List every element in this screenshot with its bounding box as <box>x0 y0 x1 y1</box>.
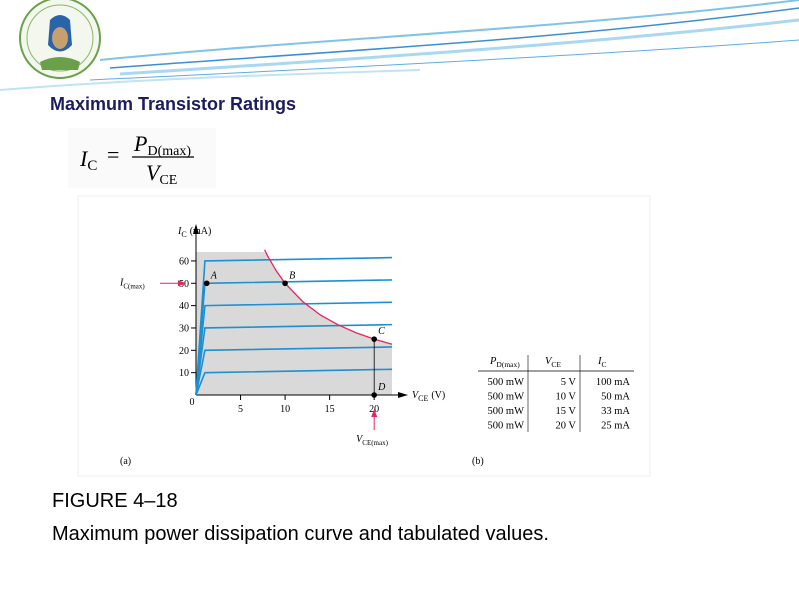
table-cell: 500 mW <box>488 392 525 403</box>
x-axis-label-main: V <box>412 390 420 401</box>
safe-area <box>196 252 392 395</box>
formula: IC = PD(max) VCE <box>79 131 194 188</box>
y-tick-label: 10 <box>179 368 189 379</box>
y-tick-label: 40 <box>179 301 189 312</box>
table-cell: 5 V <box>561 377 577 388</box>
table-header-main: I <box>597 356 602 367</box>
vce-max-arrowhead <box>371 409 378 417</box>
table-cell: 15 V <box>555 406 576 417</box>
formula-box <box>68 128 216 188</box>
operating-point <box>203 280 210 287</box>
y-axis-arrow <box>193 224 199 234</box>
y-axis-label-sub: C <box>181 230 186 239</box>
table-cell: 50 mA <box>601 392 630 403</box>
formula-lhs-main: I <box>79 146 89 171</box>
x-axis-label-unit: (V) <box>431 390 445 401</box>
x-axis-label: VCE (V) <box>412 390 445 403</box>
power-curve <box>264 249 393 345</box>
x-tick-label: 10 <box>280 404 290 415</box>
formula-lhs-sub: C <box>87 158 97 174</box>
x-tick-label: 15 <box>325 404 335 415</box>
table-cell: 500 mW <box>488 421 525 432</box>
formula-den-sub: CE <box>159 173 177 188</box>
ic-max-label-main: I <box>119 277 124 288</box>
collector-curve <box>195 368 393 396</box>
ic-max-label: IC(max) <box>119 277 145 290</box>
panel-label: (a) <box>120 456 131 467</box>
formula-equals: = <box>107 142 119 167</box>
point-label: B <box>289 270 295 281</box>
y-axis-label-unit: (mA) <box>190 226 212 237</box>
table-header-sub: C <box>602 360 607 369</box>
x-axis-label-sub: CE <box>418 394 428 403</box>
y-axis-label: IC (mA) <box>177 226 211 239</box>
table-header-main: V <box>545 356 553 367</box>
table-cell: 500 mW <box>488 406 525 417</box>
collector-curve <box>195 256 393 396</box>
logo <box>19 0 101 79</box>
operating-point <box>371 392 377 398</box>
vce-max-label: VCE(max) <box>356 434 388 447</box>
table-header-sub: CE <box>551 360 561 369</box>
formula-den-main: V <box>146 160 162 185</box>
caption-line: FIGURE 4–18 <box>52 490 178 512</box>
y-tick-label: 50 <box>179 279 189 290</box>
formula-lhs: IC <box>79 146 97 174</box>
table-cell: 100 mA <box>596 377 631 388</box>
table-header: PD(max) <box>489 356 520 369</box>
ic-max-label-sub: C(max) <box>123 282 145 290</box>
formula-den: VCE <box>146 160 177 188</box>
operating-point <box>282 280 288 287</box>
x-tick-label: 5 <box>238 404 243 415</box>
table-cell: 20 V <box>555 421 576 432</box>
table-header-main: P <box>489 356 497 367</box>
point-label: A <box>210 270 218 281</box>
y-tick-label: 20 <box>179 346 189 357</box>
formula-num-main: P <box>133 131 147 156</box>
point-label: C <box>378 326 385 337</box>
formula-num-sub: D(max) <box>147 144 191 159</box>
point-label: D <box>377 382 386 393</box>
caption-line: Maximum power dissipation curve and tabu… <box>52 523 549 545</box>
table: PD(max) VCE IC 500 mW 5 V 100 mA 500 mW 10 V 50 … <box>478 355 634 432</box>
chart: IC(mA)VCE(V)10203040506051015200ABCDIC(m… <box>119 224 445 447</box>
formula-num: PD(max) <box>133 131 191 159</box>
panel-label: (b) <box>472 456 484 467</box>
ic-max-arrowhead <box>178 280 186 287</box>
table-header: IC <box>597 356 607 369</box>
header-decoration <box>0 0 799 91</box>
y-axis-label-main: I <box>177 226 182 237</box>
table-header: VCE <box>545 356 561 369</box>
table-header-sub: D(max) <box>496 360 520 369</box>
y-tick-label: 60 <box>179 256 189 267</box>
table-cell: 10 V <box>555 392 576 403</box>
vce-max-label-main: V <box>356 434 364 445</box>
collector-curve <box>195 346 393 396</box>
origin-label: 0 <box>190 397 195 408</box>
slide-title: Maximum Transistor Ratings <box>50 94 296 114</box>
vce-max-label-sub: CE(max) <box>362 439 388 447</box>
y-tick-label: 30 <box>179 323 189 334</box>
x-axis-arrow <box>398 392 408 398</box>
table-cell: 33 mA <box>601 406 630 417</box>
table-cell: 500 mW <box>488 377 525 388</box>
table-cell: 25 mA <box>601 421 630 432</box>
operating-point <box>371 336 377 342</box>
